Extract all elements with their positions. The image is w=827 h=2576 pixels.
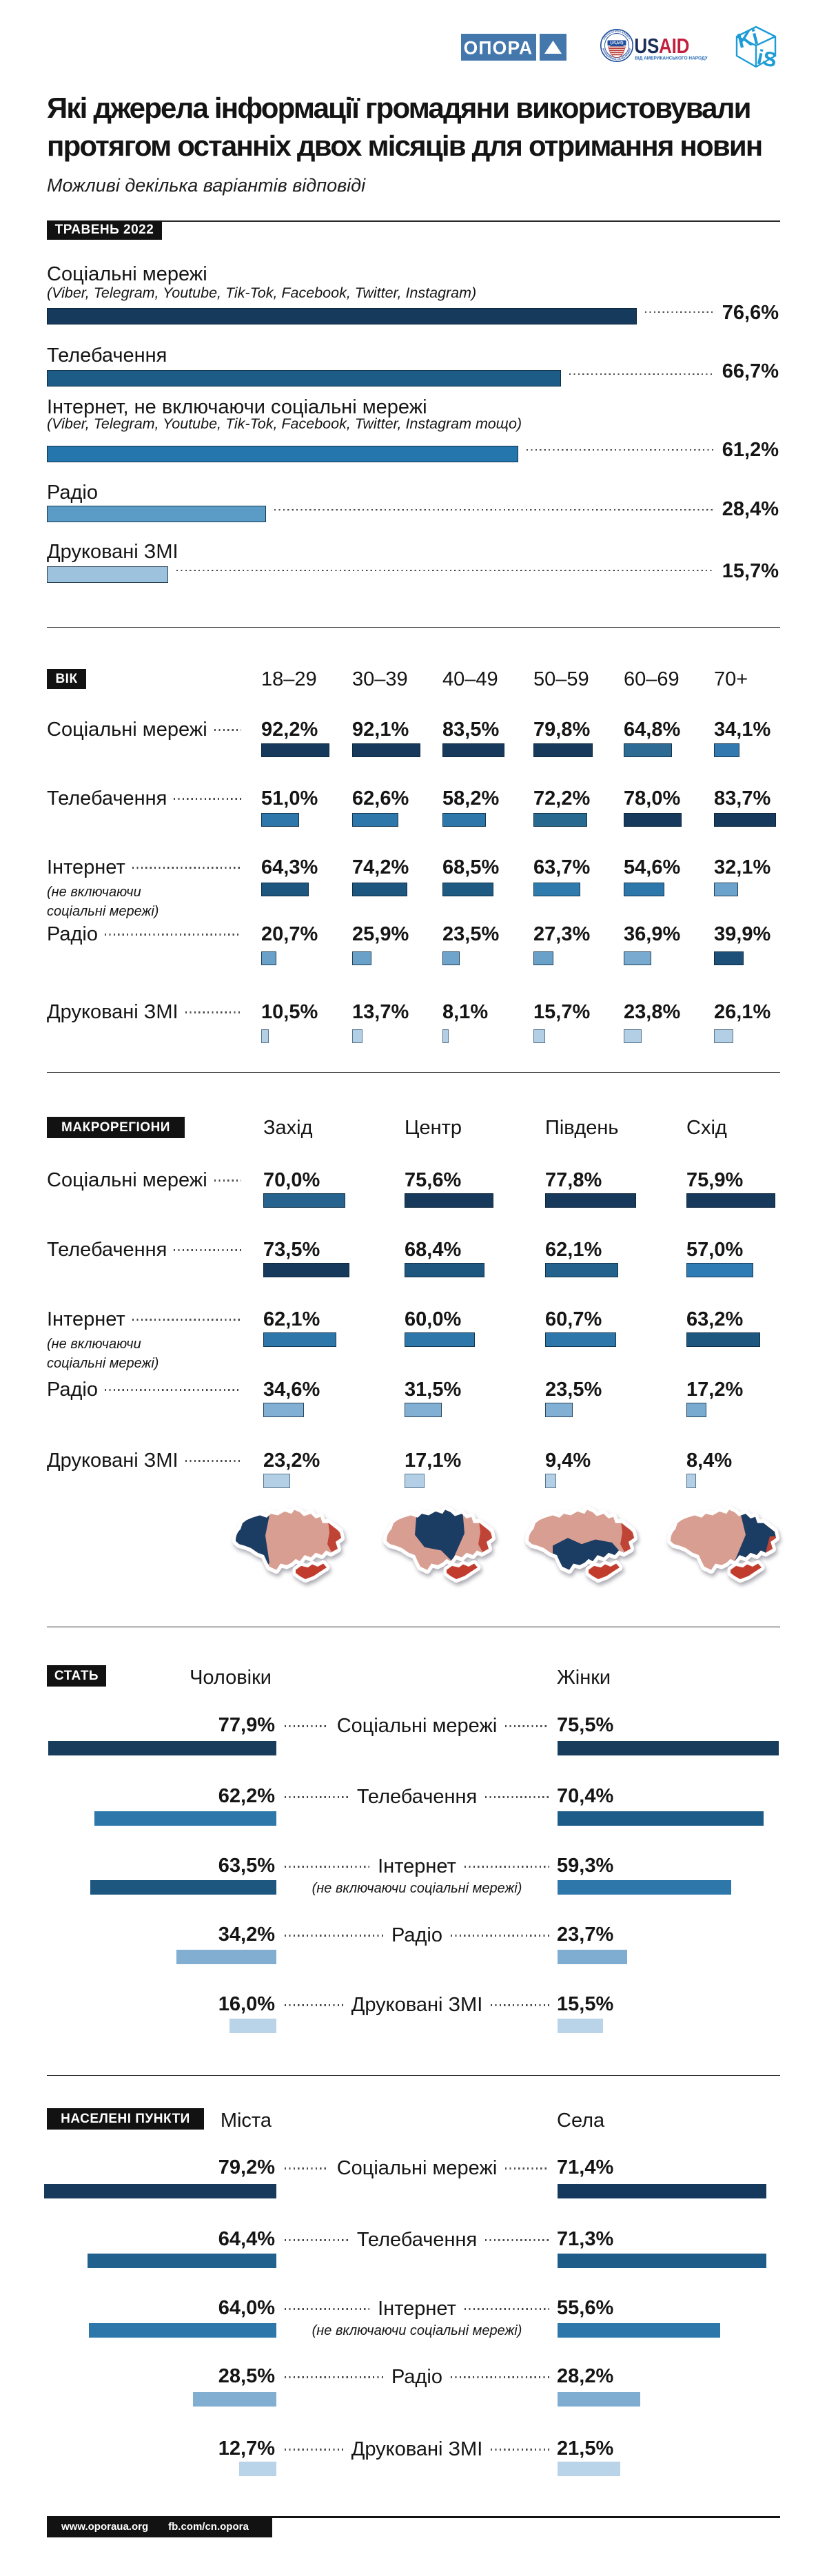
svg-text:ОПОРА: ОПОРА — [464, 38, 533, 59]
svg-text:iS: iS — [755, 46, 779, 69]
svg-text:USAID: USAID — [610, 41, 624, 46]
svg-text:Ki: Ki — [735, 26, 761, 53]
svg-text:ВІД АМЕРИКАНСЬКОГО НАРОДУ: ВІД АМЕРИКАНСЬКОГО НАРОДУ — [635, 55, 708, 61]
svg-text:USAID: USAID — [634, 34, 689, 59]
